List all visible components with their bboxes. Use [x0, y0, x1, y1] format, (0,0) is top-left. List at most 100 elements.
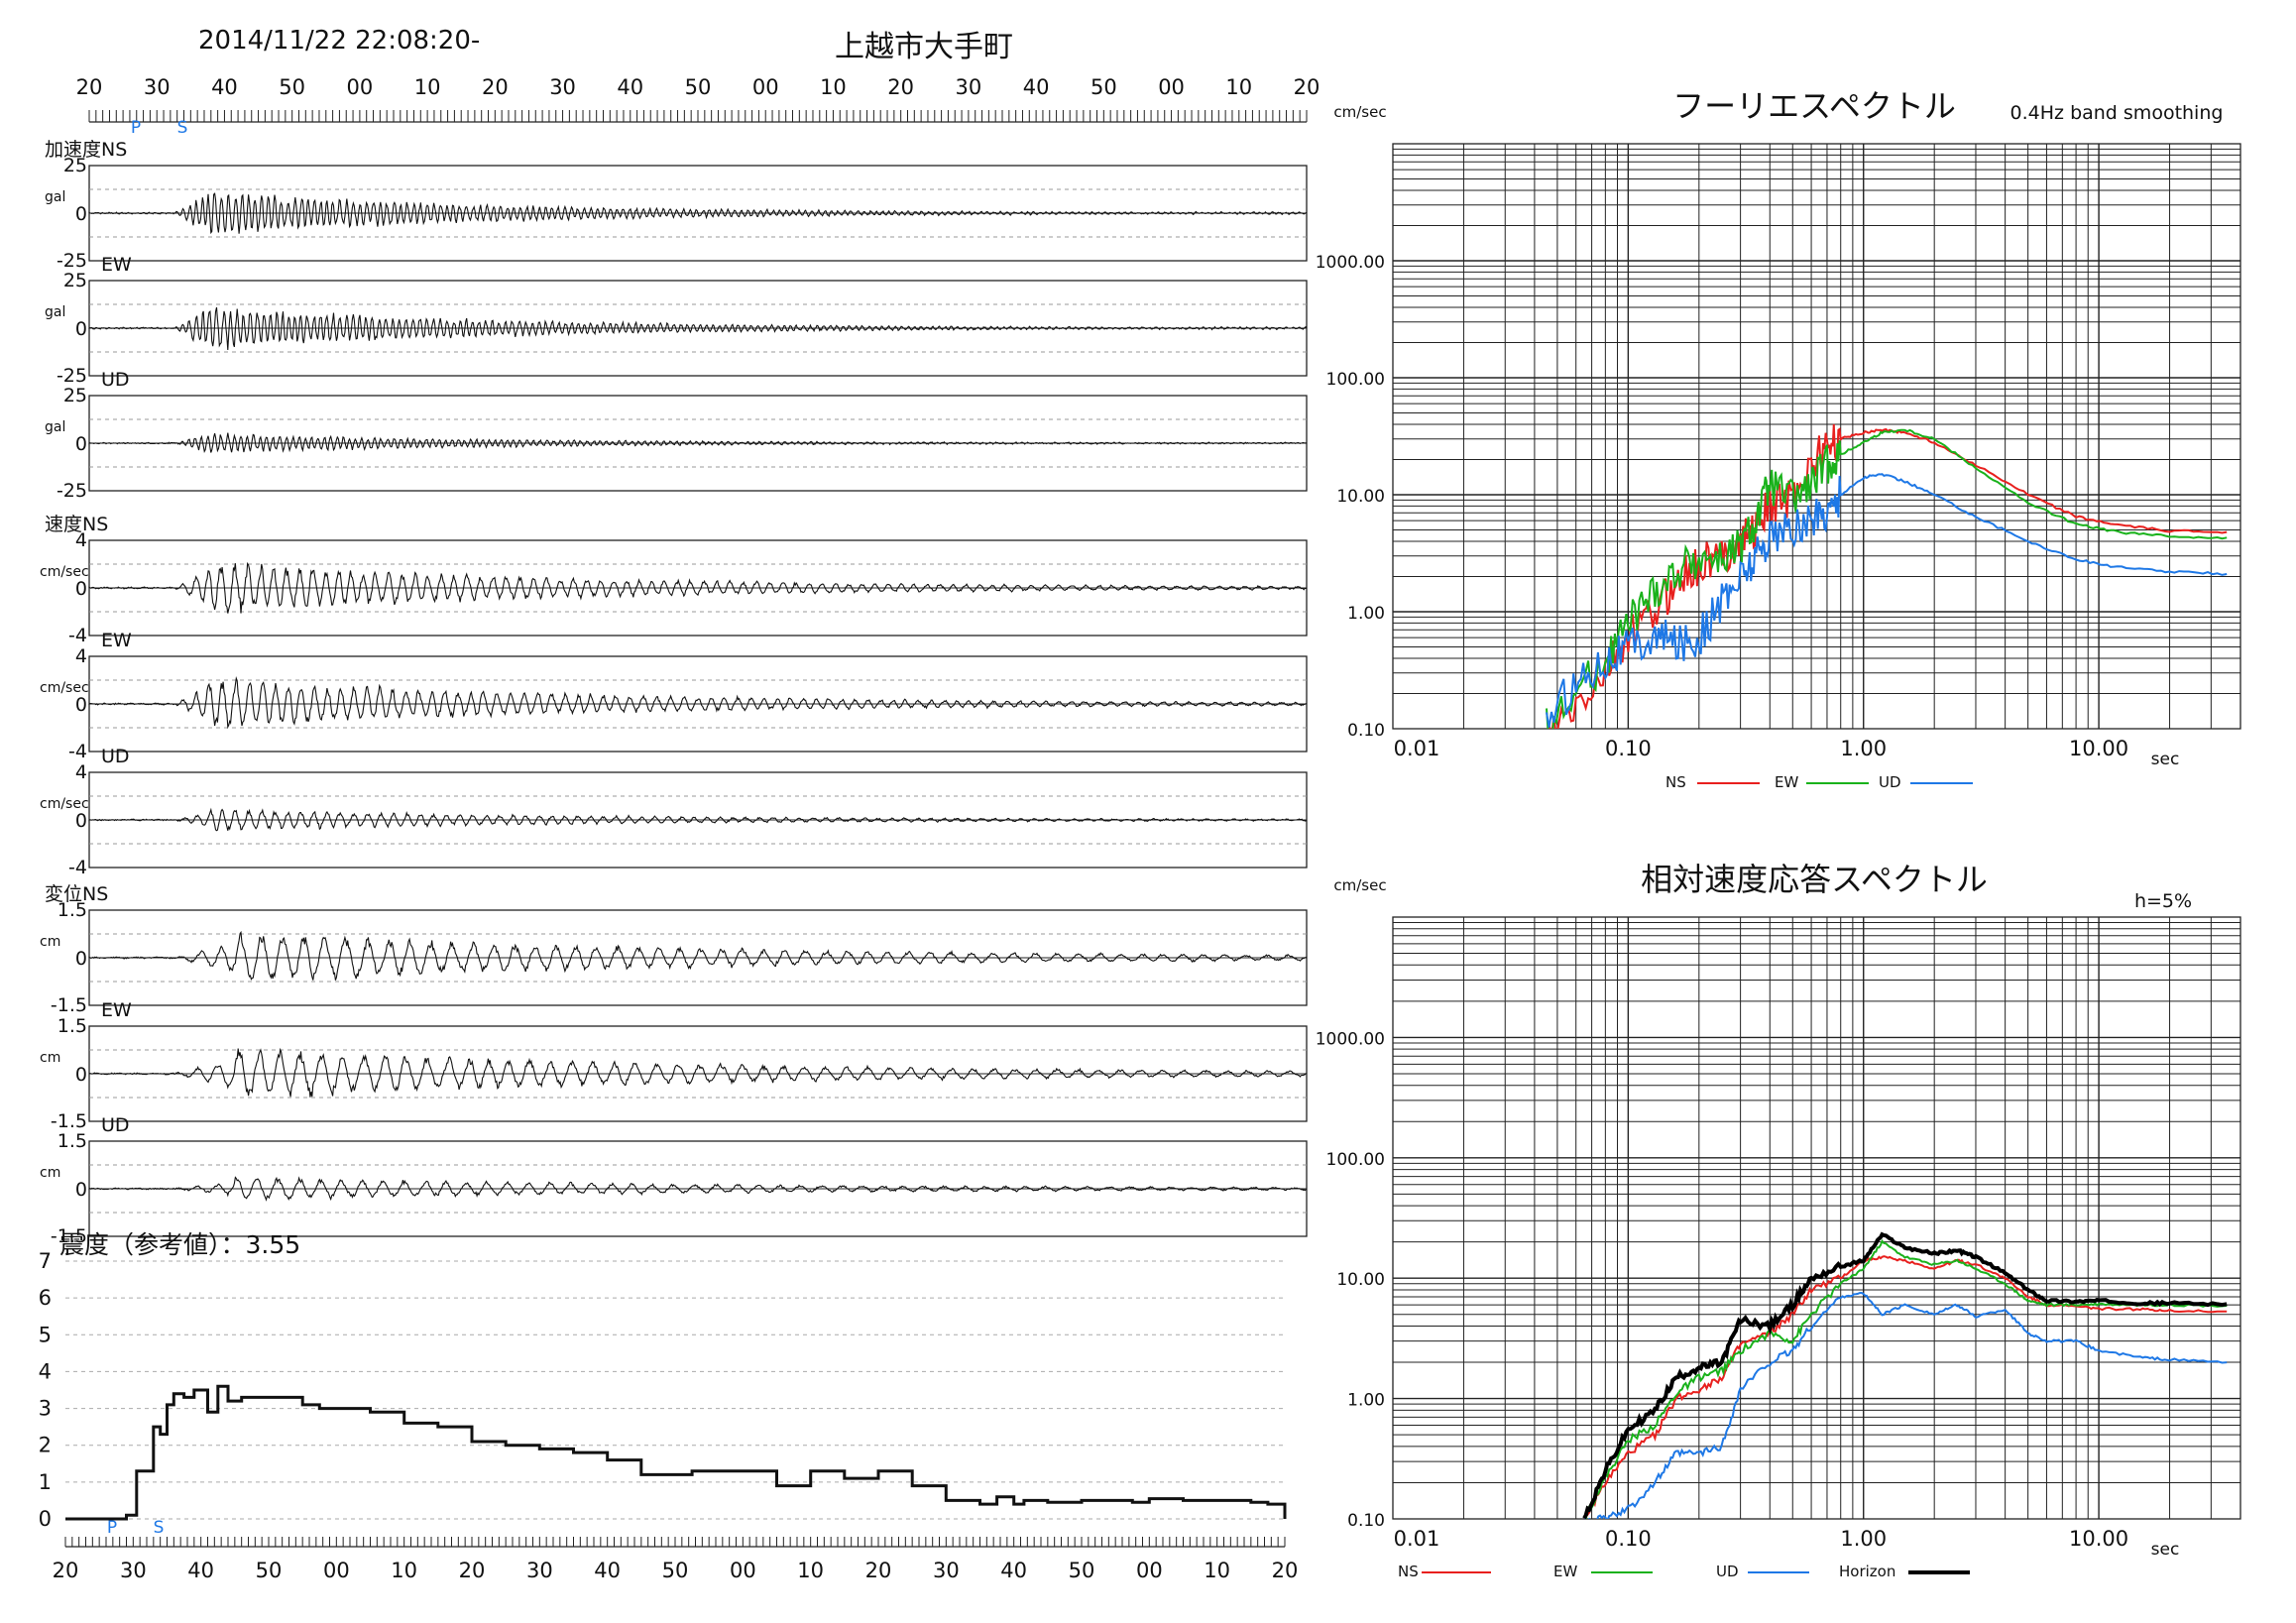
spectrum-x-tick: 0.10 [1605, 737, 1652, 760]
waveform-unit-label: gal [45, 419, 65, 435]
waveform-zero-label: 0 [75, 433, 87, 455]
waveform-panel: 4 0 -4 cm/sec UD [40, 746, 1308, 878]
fourier-subtitle: 0.4Hz band smoothing [2010, 102, 2224, 124]
spectrum-series-ud [1583, 1291, 2228, 1519]
waveform-zero-label: 0 [75, 578, 87, 600]
p-wave-marker: P [131, 118, 141, 138]
spectrum-x-tick: 0.01 [1394, 737, 1440, 760]
waveform-max-label: 4 [75, 645, 87, 667]
waveform-trace [88, 930, 1308, 981]
waveform-zero-label: 0 [75, 810, 87, 832]
spectrum-y-tick: 0.10 [1347, 1511, 1385, 1531]
waveform-trace [88, 432, 1308, 454]
response-damping: h=5% [2134, 890, 2192, 912]
intensity-x-tick: 30 [120, 1559, 147, 1582]
waveform-max-label: 4 [75, 529, 87, 551]
intensity-x-tick: 50 [1069, 1559, 1095, 1582]
p-wave-marker: P [107, 1518, 117, 1538]
time-tick-label: 50 [1091, 75, 1117, 99]
time-tick-label: 00 [1158, 75, 1185, 99]
waveform-min-label: -25 [57, 480, 87, 502]
time-tick-label: 30 [956, 75, 982, 99]
time-tick-label: 10 [820, 75, 847, 99]
waveform-max-label: 1.5 [57, 899, 87, 921]
waveform-panel: 25 0 -25 gal UD [45, 369, 1308, 502]
intensity-x-tick: 30 [526, 1559, 553, 1582]
legend-label: NS [1398, 1563, 1419, 1580]
spectrum-y-tick: 1.00 [1347, 1391, 1385, 1411]
intensity-line [65, 1384, 1287, 1521]
spectrum-y-tick: 10.00 [1336, 1270, 1385, 1290]
waveform-unit-label: gal [45, 304, 65, 320]
waveform-zero-label: 0 [75, 1179, 87, 1201]
legend-label: NS [1665, 773, 1686, 791]
spectrum-y-tick: 0.10 [1347, 721, 1385, 741]
waveform-panel: 25 0 -25 gal 加速度NS [45, 139, 1308, 272]
waveform-max-label: 25 [63, 155, 87, 176]
time-tick-label: 30 [144, 75, 171, 99]
spectrum-series-horizon [1582, 1231, 2228, 1519]
response-spectrum-chart: 0.10 1.00 10.00 100.00 1000.00 0.01 0.10 1.00 10… [1316, 861, 2241, 1580]
waveform-trace [88, 306, 1308, 351]
waveform-panel: 25 0 -25 gal EW [45, 254, 1308, 387]
legend-label: EW [1553, 1563, 1577, 1580]
intensity-title: 震度（参考値）：3.55 [59, 1230, 300, 1259]
waveform-channel-label: EW [101, 999, 132, 1021]
waveform-unit-label: cm/sec [40, 564, 89, 580]
time-tick-label: 20 [76, 75, 103, 99]
intensity-x-tick: 20 [459, 1559, 486, 1582]
intensity-y-tick: 3 [39, 1397, 52, 1421]
waveform-trace [88, 1047, 1308, 1098]
intensity-y-tick: 1 [39, 1470, 52, 1494]
waveform-panel: 4 0 -4 cm/sec EW [40, 630, 1308, 762]
waveform-unit-label: cm/sec [40, 796, 89, 812]
spectrum-y-tick: 10.00 [1336, 487, 1385, 507]
waveform-unit-label: cm [40, 1165, 60, 1181]
time-tick-label: 50 [279, 75, 305, 99]
time-tick-label: 20 [1294, 75, 1320, 99]
waveform-zero-label: 0 [75, 694, 87, 716]
intensity-x-tick: 00 [730, 1559, 756, 1582]
waveform-trace [88, 1176, 1308, 1202]
intensity-x-tick: 40 [594, 1559, 621, 1582]
time-tick-label: 10 [1225, 75, 1252, 99]
waveform-min-label: -4 [68, 625, 87, 646]
spectrum-x-unit: sec [2151, 750, 2180, 769]
spectrum-series-ew [1546, 428, 2228, 729]
intensity-x-tick: 20 [53, 1559, 79, 1582]
fourier-spectrum-chart: 0.10 1.00 10.00 100.00 1000.00 0.01 0.10 1.00 10… [1316, 87, 2241, 791]
spectrum-x-unit: sec [2151, 1540, 2180, 1560]
spectrum-x-tick: 0.10 [1605, 1527, 1652, 1551]
time-tick-label: 20 [482, 75, 509, 99]
waveform-max-label: 1.5 [57, 1015, 87, 1037]
waveform-min-label: -4 [68, 857, 87, 878]
waveform-unit-label: gal [45, 189, 65, 205]
waveform-channel-label: 加速度NS [45, 139, 127, 161]
intensity-y-tick: 7 [39, 1249, 52, 1273]
waveform-unit-label: cm [40, 1050, 60, 1066]
waveform-panel: 1.5 0 -1.5 cm UD [40, 1114, 1308, 1247]
time-tick-label: 40 [1023, 75, 1050, 99]
waveform-trace [88, 676, 1308, 730]
spectrum-series-ns [1583, 1255, 2228, 1519]
intensity-y-tick: 6 [39, 1286, 52, 1310]
waveform-max-label: 25 [63, 270, 87, 291]
time-tick-label: 00 [752, 75, 779, 99]
waveform-trace [88, 561, 1308, 614]
intensity-y-tick: 0 [39, 1507, 52, 1531]
waveform-min-label: -1.5 [51, 1110, 87, 1132]
time-tick-label: 00 [347, 75, 374, 99]
waveform-max-label: 1.5 [57, 1130, 87, 1152]
intensity-x-tick: 00 [1136, 1559, 1163, 1582]
waveform-channel-label: UD [101, 746, 130, 767]
intensity-x-tick: 20 [865, 1559, 892, 1582]
spectrum-series-ns [1548, 423, 2228, 729]
spectrum-frame [1392, 916, 2241, 1520]
spectrum-x-tick: 1.00 [1840, 737, 1887, 760]
spectrum-y-tick: 100.00 [1326, 1150, 1385, 1170]
waveform-channel-label: UD [101, 1114, 130, 1136]
waveform-panel: 1.5 0 -1.5 cm 変位NS [40, 883, 1308, 1016]
waveform-zero-label: 0 [75, 203, 87, 225]
spectrum-series-ud [1546, 473, 2228, 728]
